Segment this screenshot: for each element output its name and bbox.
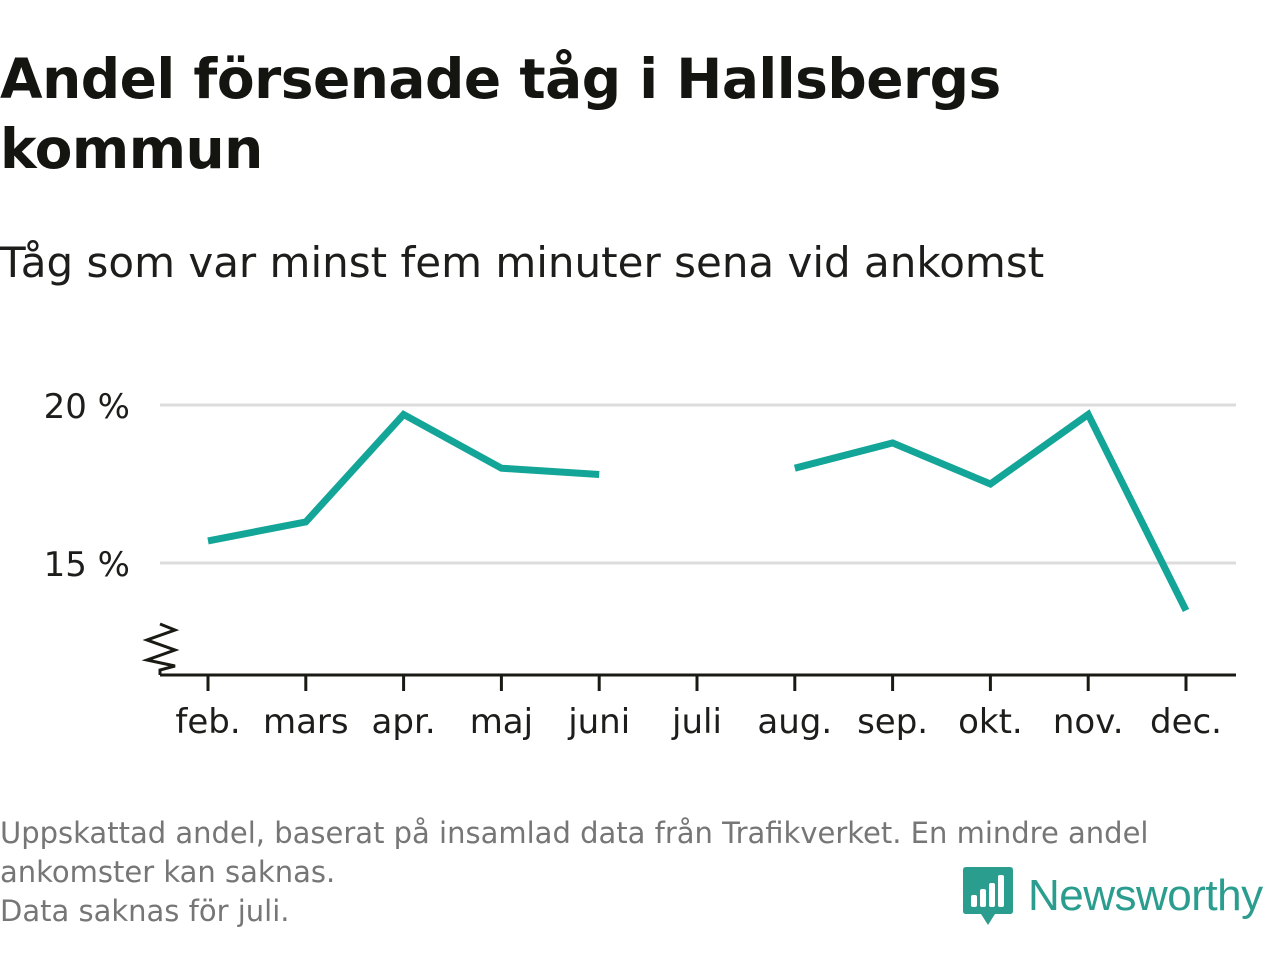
footnote-line-3: Data saknas för juli. <box>0 894 290 928</box>
newsworthy-logo: Newsworthy <box>962 864 1263 928</box>
series-line-segment <box>207 410 600 545</box>
x-tick-label: feb. <box>175 702 240 742</box>
logo-text: Newsworthy <box>1028 871 1263 920</box>
x-tick-label: nov. <box>1053 702 1124 742</box>
footnote: Uppskattad andel, baserat på insamlad da… <box>0 814 1270 931</box>
x-tick-label: juni <box>567 702 630 742</box>
data-series <box>207 409 1190 612</box>
y-tick-label: 20 % <box>44 387 130 427</box>
y-tick-label: 15 % <box>44 545 130 585</box>
x-tick-label: apr. <box>372 702 436 742</box>
x-tick-label: dec. <box>1150 702 1222 742</box>
x-axis <box>141 622 1236 691</box>
chart-title: Andel försenade tåg i Hallsbergs kommun <box>0 47 1001 181</box>
x-tick-label: mars <box>263 702 349 742</box>
x-tick-label: okt. <box>958 702 1023 742</box>
y-axis-tick-labels: 15 % 20 % <box>44 387 130 585</box>
series-line-segment <box>793 409 1190 612</box>
y-axis-break <box>141 622 180 675</box>
footnote-line-2: ankomster kan saknas. <box>0 855 336 889</box>
grid-lines <box>160 403 1236 565</box>
chart-subtitle: Tåg som var minst fem minuter sena vid a… <box>0 238 1045 287</box>
x-tick-label: juli <box>671 702 722 742</box>
footnote-line-1: Uppskattad andel, baserat på insamlad da… <box>0 816 1149 850</box>
line-chart: 15 % 20 % feb. mars apr. maj juni juli aug. sep.… <box>44 387 1236 742</box>
newsworthy-bar-chart-icon <box>963 867 1013 925</box>
x-axis-tick-labels: feb. mars apr. maj juni juli aug. sep. okt. nov. d… <box>175 702 1222 742</box>
x-tick-label: maj <box>470 702 533 742</box>
x-tick-label: aug. <box>757 702 832 742</box>
x-tick-label: sep. <box>857 702 928 742</box>
